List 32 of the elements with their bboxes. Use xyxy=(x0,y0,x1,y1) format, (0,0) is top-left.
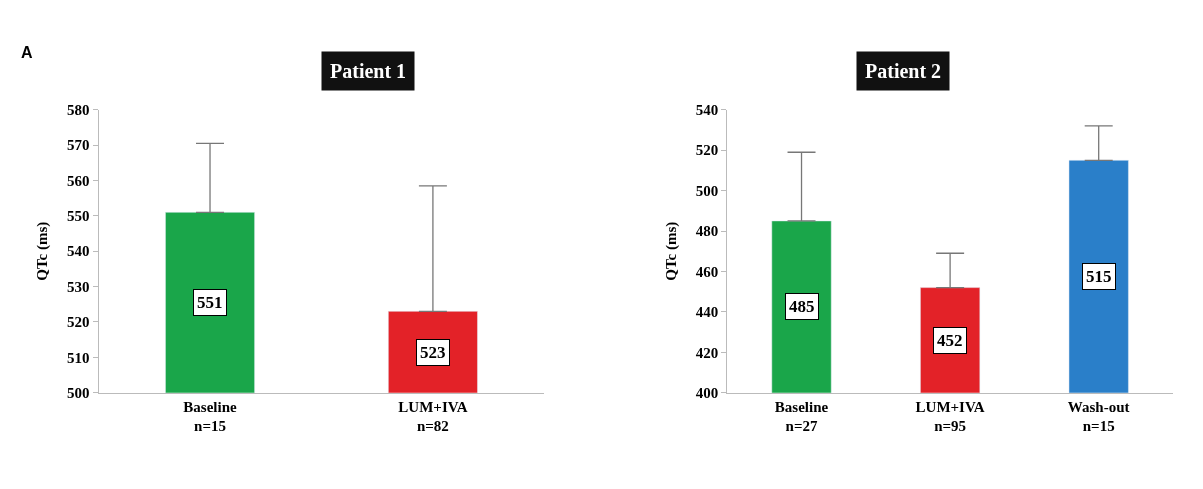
y-tick-label: 500 xyxy=(67,384,90,401)
y-tick-label: 540 xyxy=(67,243,90,260)
chart-title: Patient 1 xyxy=(330,60,407,82)
x-tick-label: Baseline n=27 xyxy=(774,398,829,435)
y-tick-label: 500 xyxy=(695,182,719,199)
y-tick-label: 480 xyxy=(695,223,719,240)
y-axis-title: QTc (ms) xyxy=(662,221,680,281)
y-tick-label: 460 xyxy=(695,263,719,280)
chart-title: Patient 2 xyxy=(865,60,942,82)
y-tick-label: 550 xyxy=(67,208,90,225)
x-tick-label: LUM+IVA n=95 xyxy=(915,398,985,435)
data-label: 551 xyxy=(197,293,223,312)
y-tick-label: 580 xyxy=(67,102,90,119)
data-label: 523 xyxy=(420,343,446,362)
data-label: 452 xyxy=(937,331,963,350)
y-tick-label: 530 xyxy=(67,278,90,295)
data-label: 485 xyxy=(789,297,815,316)
text: A xyxy=(21,44,33,61)
data-label: 515 xyxy=(1086,267,1112,286)
y-tick-label: 510 xyxy=(67,349,90,366)
y-tick-label: 520 xyxy=(67,314,90,331)
y-tick-label: 560 xyxy=(67,172,90,189)
y-tick-label: 540 xyxy=(695,102,719,119)
y-axis-title: QTc (ms) xyxy=(34,221,52,281)
x-tick-label: Baseline n=15 xyxy=(183,398,238,435)
x-tick-label: LUM+IVA n=82 xyxy=(398,398,468,435)
y-tick-label: 420 xyxy=(695,344,719,361)
y-tick-label: 440 xyxy=(695,304,719,321)
y-tick-label: 520 xyxy=(695,142,719,159)
y-tick-label: 400 xyxy=(695,384,719,401)
y-tick-label: 570 xyxy=(67,137,90,154)
x-tick-label: Wash-out n=15 xyxy=(1067,398,1130,435)
